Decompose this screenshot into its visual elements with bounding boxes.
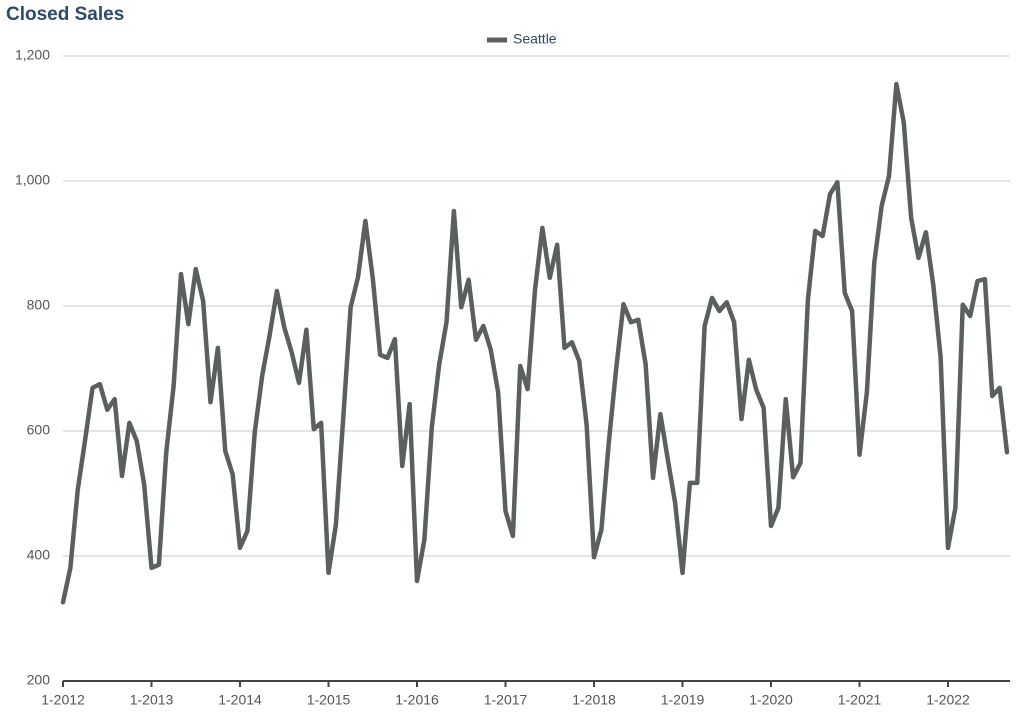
x-tick-label: 1-2017 [484,692,528,708]
y-tick-label: 1,000 [15,172,50,188]
x-tick-label: 1-2016 [395,692,439,708]
y-tick-label: 600 [27,422,51,438]
series-line [60,81,1010,605]
y-tick-label: 200 [27,672,51,688]
x-tick-label: 1-2013 [130,692,174,708]
x-tick-label: 1-2012 [41,692,85,708]
x-tick-label: 1-2019 [661,692,705,708]
x-tick-label: 1-2022 [926,692,970,708]
x-tick-label: 1-2021 [838,692,882,708]
x-tick-label: 1-2020 [749,692,793,708]
x-tick-label: 1-2018 [572,692,616,708]
y-tick-label: 1,200 [15,47,50,63]
x-tick-label: 1-2015 [307,692,351,708]
x-tick-label: 1-2014 [218,692,262,708]
chart-title: Closed Sales [6,4,124,25]
legend-label: Seattle [513,31,557,47]
y-tick-label: 400 [27,547,51,563]
y-tick-label: 800 [27,297,51,313]
